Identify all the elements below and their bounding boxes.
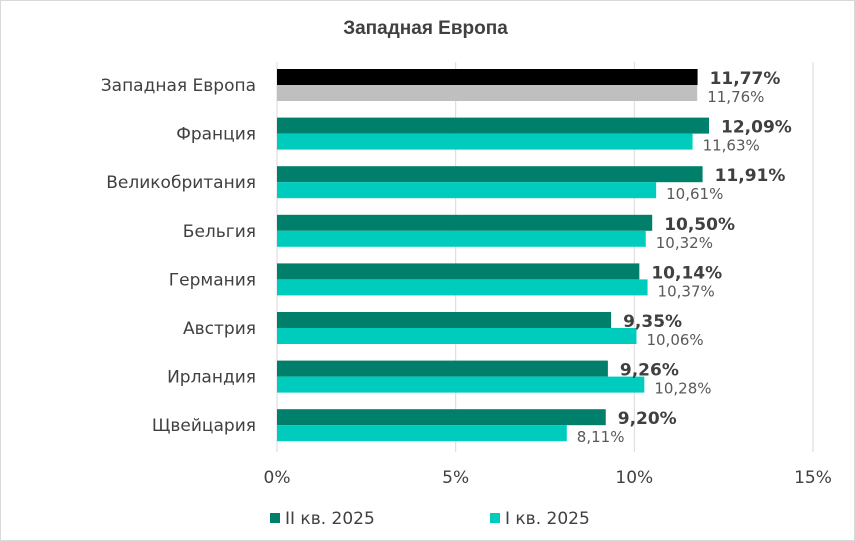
legend: II кв. 2025 I кв. 2025 <box>270 509 590 529</box>
chart-title: Западная Европа <box>343 18 508 39</box>
bar-q1 <box>277 133 693 150</box>
legend-swatch-q2 <box>270 513 280 523</box>
bar-q1 <box>277 85 698 101</box>
category-label: Германия <box>169 270 256 290</box>
category-label: Бельгия <box>183 222 256 242</box>
data-label-q2: 11,77% <box>710 69 781 89</box>
data-label-q2: 12,09% <box>721 118 792 138</box>
bar-q2 <box>277 117 710 134</box>
data-labels: 11,77%11,76% 12,09%11,63% 11,91%10,61% 10,5… <box>577 69 792 446</box>
bar-q1 <box>277 182 657 199</box>
bar-q1 <box>277 425 567 442</box>
data-label-q2: 9,20% <box>618 409 677 429</box>
legend-swatch-q1 <box>490 513 500 523</box>
data-label-q1: 10,61% <box>666 185 723 203</box>
data-label-q1: 10,37% <box>658 282 715 300</box>
category-label: Ирландия <box>167 368 256 388</box>
category-label: Западная Европа <box>101 76 256 96</box>
bar-q2 <box>277 312 612 328</box>
data-label-q1: 11,63% <box>703 137 760 155</box>
data-label-q1: 8,11% <box>577 428 625 446</box>
bar-q2 <box>277 214 653 231</box>
x-tick-label: 5% <box>442 468 469 488</box>
data-label-q1: 10,32% <box>656 234 713 252</box>
bar-q2 <box>277 360 608 377</box>
legend-label-q1: I кв. 2025 <box>505 509 590 529</box>
data-label-q2: 9,35% <box>623 312 682 332</box>
x-tick-label: 10% <box>615 468 653 488</box>
category-label: Щвейцария <box>152 416 256 436</box>
category-label: Франция <box>176 125 256 145</box>
data-label-q1: 11,76% <box>707 88 764 106</box>
bar-q2 <box>277 69 698 85</box>
category-label: Великобритания <box>106 173 256 193</box>
category-labels: Западная Европа Франция Великобритания Бель… <box>101 76 256 436</box>
bar-q2 <box>277 263 640 280</box>
bars <box>277 69 710 442</box>
data-label-q2: 11,91% <box>715 166 786 186</box>
data-label-q1: 10,28% <box>654 380 711 398</box>
legend-label-q2: II кв. 2025 <box>285 509 375 529</box>
bar-q1 <box>277 376 645 393</box>
bar-q2 <box>277 409 606 426</box>
x-tick-labels: 0% 5% 10% 15% <box>264 468 832 488</box>
bar-q1 <box>277 328 637 344</box>
x-tick-label: 15% <box>794 468 832 488</box>
data-label-q2: 10,50% <box>664 215 735 235</box>
category-label: Австрия <box>183 319 256 339</box>
bar-q1 <box>277 279 648 296</box>
bar-q2 <box>277 166 703 183</box>
bar-q1 <box>277 230 646 247</box>
data-label-q2: 10,14% <box>651 263 722 283</box>
data-label-q2: 9,26% <box>620 361 679 381</box>
data-label-q1: 10,06% <box>646 331 703 349</box>
x-tick-label: 0% <box>264 468 291 488</box>
